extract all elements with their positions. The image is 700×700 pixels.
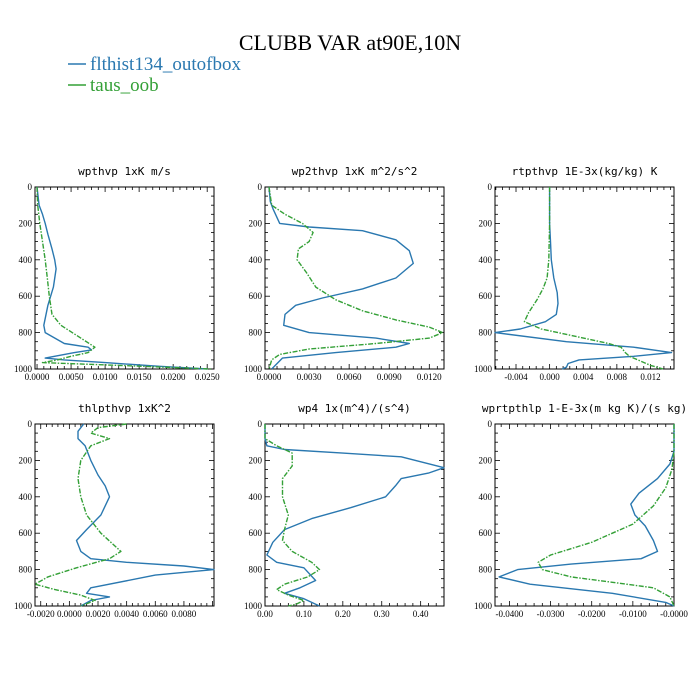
ytick-label: 800 — [249, 328, 263, 338]
xtick-label: 0.008 — [607, 372, 628, 382]
xtick-label: -0.0020 — [27, 609, 55, 619]
ytick-label: 0 — [28, 419, 33, 429]
panel-6: wprtpthlp 1-E-3x(m kg K)/(s kg) 0 200 400 60… — [474, 402, 688, 619]
ytick-label: 1000 — [244, 601, 263, 611]
series-line-flthist134 — [498, 424, 675, 607]
xtick-label: 0.000 — [539, 372, 560, 382]
ytick-label: 400 — [479, 492, 493, 502]
ytick-label: 800 — [479, 565, 493, 575]
series-line-flthist134 — [268, 186, 414, 370]
series-line-taus-oob — [537, 424, 675, 607]
series-line-taus-oob — [264, 424, 321, 607]
xtick-label: 0.0000 — [257, 372, 282, 382]
xtick-label: -0.0400 — [496, 609, 524, 619]
ytick-label: 400 — [249, 492, 263, 502]
xtick-label: -0.0300 — [537, 609, 565, 619]
xtick-label: -0.0200 — [578, 609, 606, 619]
xtick-label: 0.0120 — [417, 372, 442, 382]
ytick-label: 200 — [19, 218, 33, 228]
ytick-label: 400 — [479, 255, 493, 265]
xtick-label: -0.0000 — [660, 609, 688, 619]
xtick-label: 0.004 — [573, 372, 594, 382]
xtick-label: -0.004 — [504, 372, 528, 382]
panel-2-title: wp2thvp 1xK m^2/s^2 — [292, 165, 418, 178]
xtick-label: 0.20 — [335, 609, 351, 619]
xtick-label: 0.0030 — [297, 372, 322, 382]
ytick-label: 400 — [19, 255, 33, 265]
xtick-label: 0.0060 — [143, 609, 168, 619]
ytick-label: 1000 — [14, 601, 33, 611]
legend-label-flthist134: flthist134_outofbox — [90, 54, 241, 75]
ytick-label: 600 — [249, 528, 263, 538]
panel-4-title: thlpthvp 1xK^2 — [78, 402, 171, 415]
xtick-label: -0.0100 — [619, 609, 647, 619]
xtick-label: 0.10 — [296, 609, 312, 619]
series-line-flthist134 — [494, 187, 673, 370]
ytick-label: 0 — [488, 419, 493, 429]
xtick-label: 0.0000 — [57, 609, 82, 619]
xtick-label: 0.0000 — [25, 372, 50, 382]
xtick-label: 0.0040 — [114, 609, 139, 619]
panel-1-title: wpthvp 1xK m/s — [78, 165, 171, 178]
ytick-label: 800 — [479, 328, 493, 338]
ytick-label: 800 — [249, 565, 263, 575]
ytick-label: 0 — [488, 182, 493, 192]
ytick-label: 1000 — [474, 364, 493, 374]
xtick-label: 0.0060 — [337, 372, 362, 382]
xtick-label: 0.30 — [374, 609, 390, 619]
ytick-label: 600 — [479, 291, 493, 301]
panel-5-title: wp4 1x(m^4)/(s^4) — [298, 402, 411, 415]
series-line-taus-oob — [34, 423, 127, 607]
series-line-taus-oob — [523, 187, 664, 370]
xtick-label: 0.00 — [257, 609, 273, 619]
series-line-taus-oob — [36, 186, 211, 370]
ytick-label: 200 — [249, 455, 263, 465]
panel-3: rtpthvp 1E-3x(kg/kg) K 0 200 400 600 800 1000 -… — [474, 165, 675, 382]
ytick-label: 200 — [479, 455, 493, 465]
series-line-taus-oob — [268, 186, 444, 370]
ytick-label: 600 — [19, 291, 33, 301]
xtick-label: 0.0100 — [93, 372, 118, 382]
figure-title: CLUBB VAR at90E,10N — [239, 30, 461, 55]
series-line-flthist134 — [75, 423, 215, 607]
legend: flthist134_outofbox taus_oob — [68, 54, 241, 96]
panel-6-title: wprtpthlp 1-E-3x(m kg K)/(s kg) — [482, 402, 687, 415]
ytick-label: 0 — [28, 182, 33, 192]
xtick-label: 0.0200 — [161, 372, 186, 382]
ytick-label: 0 — [258, 182, 263, 192]
xtick-label: 0.0080 — [172, 609, 197, 619]
xtick-label: 0.012 — [640, 372, 660, 382]
xtick-label: 0.0150 — [127, 372, 152, 382]
ytick-label: 0 — [258, 419, 263, 429]
xtick-label: 0.0090 — [377, 372, 402, 382]
ytick-label: 200 — [19, 455, 33, 465]
ytick-label: 600 — [19, 528, 33, 538]
ytick-label: 600 — [479, 528, 493, 538]
ytick-label: 1000 — [14, 364, 33, 374]
ytick-label: 200 — [479, 218, 493, 228]
ytick-label: 1000 — [244, 364, 263, 374]
series-line-flthist134 — [264, 424, 445, 607]
xtick-label: 0.40 — [413, 609, 429, 619]
panel-3-title: rtpthvp 1E-3x(kg/kg) K — [512, 165, 658, 178]
legend-label-taus-oob: taus_oob — [90, 75, 159, 96]
ytick-label: 400 — [19, 492, 33, 502]
xtick-label: 0.0050 — [59, 372, 84, 382]
xtick-label: 0.0020 — [86, 609, 111, 619]
ytick-label: 1000 — [474, 601, 493, 611]
xtick-label: 0.0250 — [195, 372, 220, 382]
ytick-label: 800 — [19, 328, 33, 338]
ytick-label: 200 — [249, 218, 263, 228]
ytick-label: 800 — [19, 565, 33, 575]
ytick-label: 400 — [249, 255, 263, 265]
panel-2: wp2thvp 1xK m^2/s^2020040060080010000.00… — [244, 165, 445, 382]
ytick-label: 600 — [249, 291, 263, 301]
